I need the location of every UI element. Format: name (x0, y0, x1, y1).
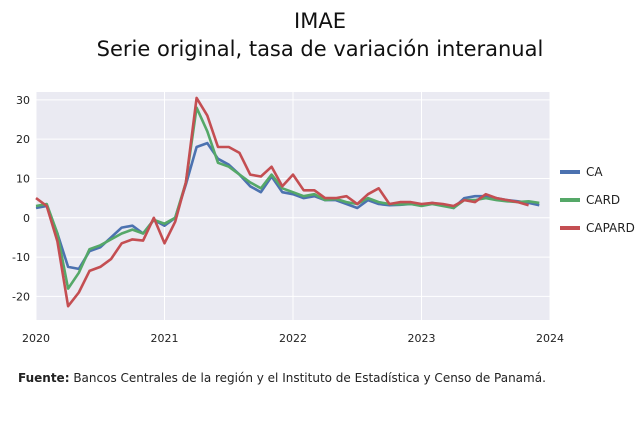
chart-title: IMAE (294, 9, 346, 33)
y-tick-label: -10 (12, 251, 30, 264)
y-tick-label: 20 (16, 133, 30, 146)
x-tick-label: 2024 (536, 332, 564, 345)
y-tick-label: -20 (12, 290, 30, 303)
y-axis-ticks: -20 -10 0 10 20 30 (12, 94, 30, 304)
legend-item-ca: CA (560, 165, 603, 179)
x-axis-ticks: 2020 2021 2022 2023 2024 (22, 332, 564, 345)
y-tick-label: 0 (23, 212, 30, 225)
legend: CA CARD CAPARD (560, 165, 635, 235)
series-line-capard (35, 96, 529, 308)
x-tick-label: 2020 (22, 332, 50, 345)
chart-subtitle: Serie original, tasa de variación intera… (96, 37, 544, 61)
source-text: Bancos Centrales de la región y el Insti… (73, 371, 546, 385)
legend-item-card: CARD (560, 193, 620, 207)
source-note: Fuente: Bancos Centrales de la región y … (18, 371, 546, 385)
y-tick-label: 10 (16, 172, 30, 185)
legend-label: CARD (586, 193, 620, 207)
legend-label: CA (586, 165, 603, 179)
y-tick-label: 30 (16, 94, 30, 107)
x-tick-label: 2023 (408, 332, 436, 345)
x-tick-label: 2021 (151, 332, 179, 345)
series-line-card (35, 106, 540, 290)
series-lines (35, 96, 540, 308)
legend-item-capard: CAPARD (560, 221, 635, 235)
source-label: Fuente: (18, 371, 70, 385)
legend-label: CAPARD (586, 221, 635, 235)
x-tick-label: 2022 (279, 332, 307, 345)
line-chart: -20 -10 0 10 20 30 2020 2021 2022 2023 2024 CA CAR… (12, 92, 635, 345)
